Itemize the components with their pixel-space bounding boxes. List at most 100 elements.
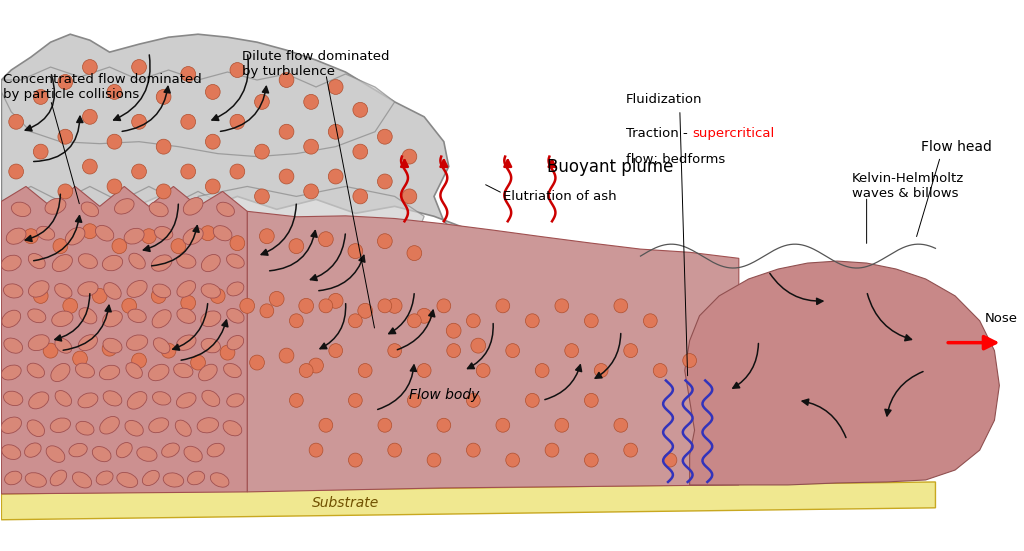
Ellipse shape [76,422,94,435]
Ellipse shape [102,311,122,327]
Circle shape [157,89,171,104]
Ellipse shape [26,473,46,487]
Circle shape [83,60,97,74]
Circle shape [402,189,417,204]
Circle shape [506,453,519,467]
Circle shape [132,60,146,74]
Polygon shape [1,34,513,365]
Ellipse shape [78,282,98,296]
Circle shape [318,299,333,313]
Circle shape [496,299,510,313]
Text: Flow body: Flow body [409,388,479,402]
Ellipse shape [37,226,54,240]
Circle shape [102,341,117,356]
Circle shape [653,364,667,377]
Circle shape [467,314,480,328]
Circle shape [230,114,245,129]
Circle shape [353,102,368,117]
Ellipse shape [4,471,22,485]
Ellipse shape [155,226,173,240]
Circle shape [318,418,333,432]
Circle shape [358,364,372,377]
Circle shape [181,114,196,129]
Ellipse shape [25,443,41,457]
Ellipse shape [46,446,65,462]
Ellipse shape [27,363,44,378]
Circle shape [496,418,510,432]
Circle shape [299,364,313,377]
Ellipse shape [2,445,20,460]
Circle shape [387,299,402,314]
Ellipse shape [103,283,121,299]
Ellipse shape [50,470,67,486]
Circle shape [290,393,303,407]
Circle shape [348,244,362,258]
Ellipse shape [95,225,114,241]
Circle shape [92,288,108,304]
Ellipse shape [79,307,97,324]
Circle shape [585,314,598,328]
Circle shape [83,159,97,174]
Ellipse shape [153,284,171,298]
Circle shape [624,443,638,457]
Circle shape [329,125,343,139]
Ellipse shape [175,420,191,436]
Ellipse shape [50,418,71,433]
Text: Substrate: Substrate [312,496,379,510]
Ellipse shape [1,365,22,380]
Ellipse shape [29,281,49,297]
Circle shape [280,125,294,139]
Circle shape [141,229,157,244]
Ellipse shape [54,284,72,298]
Circle shape [348,393,362,407]
Circle shape [467,393,480,407]
Circle shape [378,418,392,432]
Ellipse shape [226,394,244,407]
Text: Dilute flow dominated
by turbulence: Dilute flow dominated by turbulence [243,50,390,78]
Circle shape [269,291,284,306]
Circle shape [259,229,274,244]
Ellipse shape [76,363,94,378]
Ellipse shape [184,446,203,462]
Circle shape [255,189,269,204]
Ellipse shape [148,418,169,433]
Polygon shape [198,186,424,261]
Circle shape [24,229,38,244]
Ellipse shape [45,198,66,214]
Polygon shape [247,212,738,492]
Ellipse shape [210,473,229,487]
Circle shape [132,353,146,368]
Ellipse shape [226,254,245,268]
Circle shape [437,299,451,313]
Circle shape [152,288,166,304]
Circle shape [206,134,220,149]
Ellipse shape [27,420,44,436]
Circle shape [83,109,97,125]
Circle shape [446,344,461,358]
Ellipse shape [152,255,172,271]
Ellipse shape [150,202,168,217]
Ellipse shape [201,311,221,327]
Ellipse shape [227,336,244,350]
Ellipse shape [163,473,183,487]
Text: Concentrated flow dominated
by particle collisions: Concentrated flow dominated by particle … [3,73,202,101]
Circle shape [304,139,318,154]
Circle shape [594,364,608,377]
Circle shape [417,309,431,323]
Circle shape [210,288,225,304]
Circle shape [614,418,628,432]
Ellipse shape [226,309,244,323]
Circle shape [555,299,568,313]
Ellipse shape [55,338,72,353]
Ellipse shape [129,253,145,269]
Circle shape [58,129,73,144]
Ellipse shape [153,392,171,405]
Circle shape [108,179,122,194]
Circle shape [290,314,303,328]
Text: flow; bedforms: flow; bedforms [626,153,725,166]
Ellipse shape [148,364,169,381]
Ellipse shape [103,338,122,353]
Ellipse shape [52,311,73,327]
Ellipse shape [154,338,170,354]
Ellipse shape [201,338,220,353]
